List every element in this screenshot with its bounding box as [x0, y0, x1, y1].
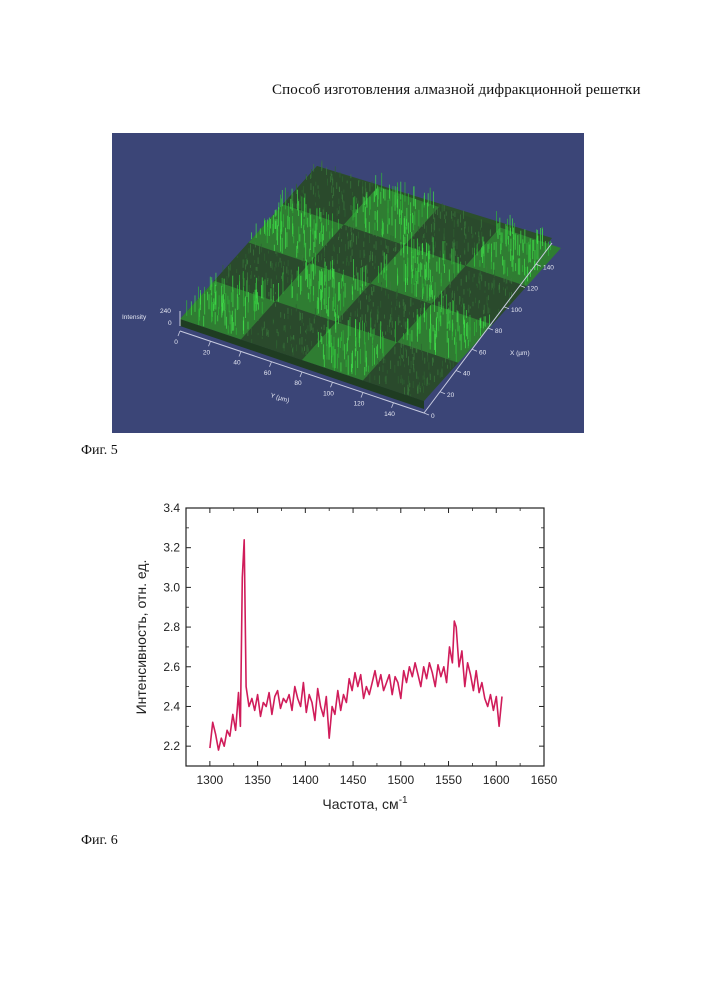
x-axis-title: Частота, см-1	[322, 795, 408, 812]
x-tick-label: 1350	[244, 773, 271, 787]
y-axis-ticks: 2.2 2.4 2.6 2.8 3.0 3.2 3.4	[163, 501, 544, 766]
x-tick-label: 1600	[483, 773, 510, 787]
y-tick-label: 3.4	[163, 501, 180, 515]
figure-5-intensity-map: Intensity 240 0 020406080100120140 Y (µm…	[112, 133, 584, 433]
y-tick-label: 80	[294, 380, 302, 387]
figure-6-caption: Фиг. 6	[81, 833, 118, 849]
y-tick-label: 140	[384, 411, 395, 418]
y-tick-label: 3.2	[163, 541, 180, 555]
y-tick-label: 60	[264, 370, 272, 377]
x-axis-title-text: Частота, см	[322, 796, 398, 812]
x-tick-label: 0	[431, 413, 435, 420]
x-tick-label: 1550	[435, 773, 462, 787]
y-tick-label: 20	[203, 349, 211, 356]
y-tick-label: 2.4	[163, 699, 180, 713]
figure-5-caption: Фиг. 5	[81, 443, 118, 459]
plot-frame	[186, 508, 544, 766]
z-tick-bottom: 0	[168, 320, 172, 327]
x-tick-label: 20	[447, 392, 455, 399]
x-tick-label: 60	[479, 349, 487, 356]
y-tick-label: 100	[323, 390, 334, 397]
y-axis-title: Интенсивность, отн. ед.	[133, 560, 149, 715]
y-tick-label: 2.8	[163, 620, 180, 634]
document-title: Способ изготовления алмазной дифракционн…	[272, 82, 641, 99]
x-axis-label: X (µm)	[510, 350, 530, 357]
y-tick-label: 2.2	[163, 739, 180, 753]
x-tick-label: 100	[511, 307, 522, 314]
figure-6-spectrum-chart: 13001350140014501500155016001650 2.22.42…	[128, 495, 568, 825]
x-tick-label: 80	[495, 328, 503, 335]
x-tick-label: 1450	[340, 773, 367, 787]
y-tick-label: 2.6	[163, 660, 180, 674]
x-axis-title-sup: -1	[399, 795, 408, 806]
x-tick-label: 40	[463, 371, 471, 378]
y-tick-label: 3.0	[163, 580, 180, 594]
y-tick-label: 120	[354, 401, 365, 408]
z-axis-label: Intensity	[122, 314, 147, 321]
x-tick-label: 120	[527, 286, 538, 293]
x-tick-label: 1500	[387, 773, 414, 787]
z-tick-top: 240	[160, 308, 171, 315]
x-tick-label: 1650	[531, 773, 558, 787]
x-tick-label: 1400	[292, 773, 319, 787]
y-tick-label: 40	[233, 360, 241, 367]
y-tick-label: 0	[174, 339, 178, 346]
x-tick-label: 1300	[197, 773, 224, 787]
x-tick-label: 140	[543, 264, 554, 271]
spectrum-line	[210, 540, 502, 750]
